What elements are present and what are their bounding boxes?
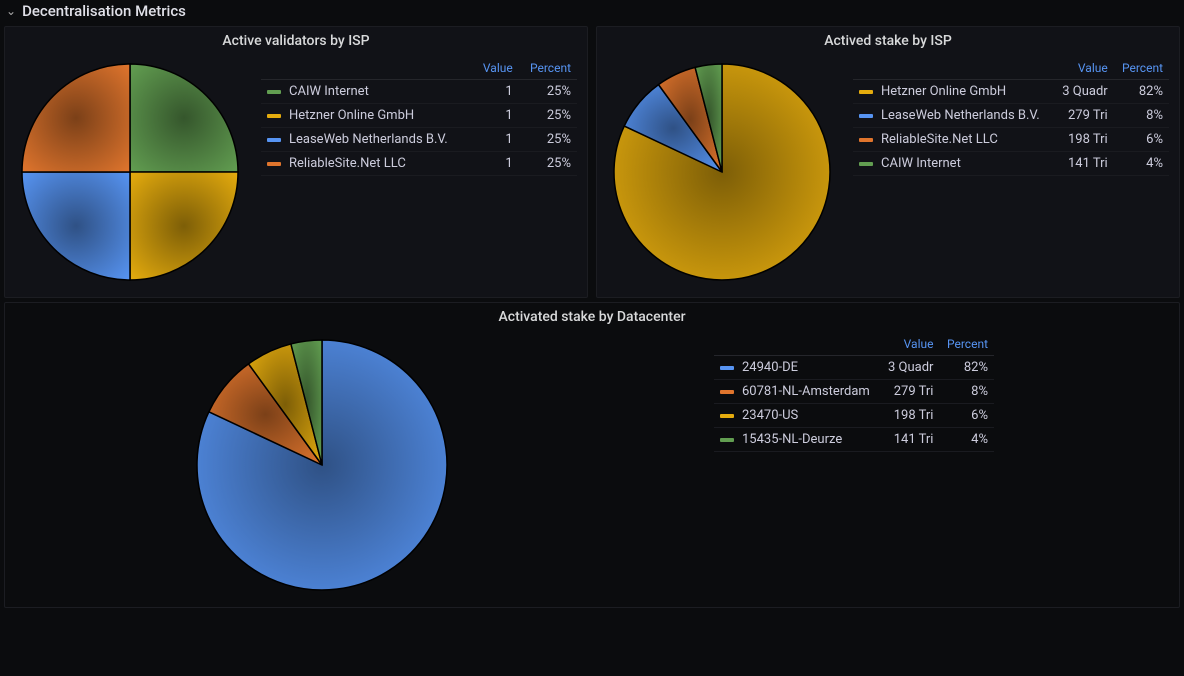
- legend-header-name: [853, 57, 1054, 80]
- legend-percent: 6%: [939, 404, 994, 428]
- legend-header-percent[interactable]: Percent: [1114, 57, 1169, 80]
- legend-value: 1: [473, 152, 519, 176]
- legend-value: 198 Tri: [1054, 128, 1114, 152]
- legend-row[interactable]: Hetzner Online GmbH3 Quadr82%: [853, 80, 1169, 104]
- legend-swatch: [859, 90, 873, 94]
- legend-value: 3 Quadr: [1054, 80, 1114, 104]
- legend-value: 279 Tri: [880, 380, 939, 404]
- legend: ValuePercentHetzner Online GmbH3 Quadr82…: [853, 57, 1169, 176]
- legend-row[interactable]: CAIW Internet125%: [261, 80, 577, 104]
- legend-value: 1: [473, 104, 519, 128]
- legend-row[interactable]: ReliableSite.Net LLC198 Tri6%: [853, 128, 1169, 152]
- legend-label: ReliableSite.Net LLC: [853, 128, 1054, 152]
- section-title: Decentralisation Metrics: [22, 2, 186, 20]
- panel-title: Active validators by ISP: [5, 27, 587, 53]
- legend-value: 198 Tri: [880, 404, 939, 428]
- pie-chart: [607, 57, 837, 287]
- legend-table: ValuePercentCAIW Internet125%Hetzner Onl…: [261, 57, 577, 176]
- legend-swatch: [720, 414, 734, 418]
- legend-label: CAIW Internet: [261, 80, 473, 104]
- legend-header-value[interactable]: Value: [1054, 57, 1114, 80]
- legend-value: 141 Tri: [880, 428, 939, 452]
- legend-percent: 6%: [1114, 128, 1169, 152]
- legend-header-percent[interactable]: Percent: [939, 333, 994, 356]
- legend-table: ValuePercent24940-DE3 Quadr82%60781-NL-A…: [714, 333, 994, 452]
- legend-row[interactable]: 24940-DE3 Quadr82%: [714, 356, 994, 380]
- legend-percent: 25%: [519, 80, 577, 104]
- legend-percent: 8%: [939, 380, 994, 404]
- legend-row[interactable]: 60781-NL-Amsterdam279 Tri8%: [714, 380, 994, 404]
- legend-label: LeaseWeb Netherlands B.V.: [853, 104, 1054, 128]
- pie-slice[interactable]: [130, 64, 238, 172]
- panel-stake-isp: Actived stake by ISP ValuePercentHetzner…: [596, 26, 1180, 298]
- legend-percent: 4%: [1114, 152, 1169, 176]
- legend-percent: 25%: [519, 152, 577, 176]
- legend: ValuePercentCAIW Internet125%Hetzner Onl…: [261, 57, 577, 176]
- legend-label: 15435-NL-Deurze: [714, 428, 880, 452]
- pie-slice[interactable]: [22, 64, 130, 172]
- legend-value: 3 Quadr: [880, 356, 939, 380]
- legend-row[interactable]: 23470-US198 Tri6%: [714, 404, 994, 428]
- legend-percent: 8%: [1114, 104, 1169, 128]
- pie-slice[interactable]: [130, 172, 238, 280]
- legend-value: 1: [473, 128, 519, 152]
- legend-header-value[interactable]: Value: [473, 57, 519, 80]
- panel-validators-isp: Active validators by ISP ValuePercentCAI…: [4, 26, 588, 298]
- legend-swatch: [859, 162, 873, 166]
- legend-swatch: [267, 114, 281, 118]
- legend-percent: 82%: [939, 356, 994, 380]
- pie-slice[interactable]: [22, 172, 130, 280]
- legend-percent: 25%: [519, 128, 577, 152]
- legend-value: 1: [473, 80, 519, 104]
- legend-row[interactable]: LeaseWeb Netherlands B.V.279 Tri8%: [853, 104, 1169, 128]
- legend-label: Hetzner Online GmbH: [261, 104, 473, 128]
- legend-swatch: [720, 390, 734, 394]
- legend-table: ValuePercentHetzner Online GmbH3 Quadr82…: [853, 57, 1169, 176]
- legend-row[interactable]: 15435-NL-Deurze141 Tri4%: [714, 428, 994, 452]
- legend-row[interactable]: LeaseWeb Netherlands B.V.125%: [261, 128, 577, 152]
- legend-label: LeaseWeb Netherlands B.V.: [261, 128, 473, 152]
- legend-row[interactable]: CAIW Internet141 Tri4%: [853, 152, 1169, 176]
- legend-label: 60781-NL-Amsterdam: [714, 380, 880, 404]
- legend-label: 24940-DE: [714, 356, 880, 380]
- legend-label: 23470-US: [714, 404, 880, 428]
- legend-swatch: [720, 438, 734, 442]
- legend-value: 279 Tri: [1054, 104, 1114, 128]
- legend-row[interactable]: Hetzner Online GmbH125%: [261, 104, 577, 128]
- legend-header-name: [261, 57, 473, 80]
- legend: ValuePercent24940-DE3 Quadr82%60781-NL-A…: [714, 333, 994, 452]
- pie-chart: [190, 333, 454, 597]
- legend-swatch: [267, 162, 281, 166]
- panel-stake-datacenter: Activated stake by Datacenter ValuePerce…: [4, 302, 1180, 608]
- legend-swatch: [859, 114, 873, 118]
- legend-value: 141 Tri: [1054, 152, 1114, 176]
- legend-header-percent[interactable]: Percent: [519, 57, 577, 80]
- legend-header-name: [714, 333, 880, 356]
- legend-swatch: [267, 90, 281, 94]
- chevron-down-icon: ⌄: [6, 4, 16, 18]
- panel-title: Actived stake by ISP: [597, 27, 1179, 53]
- pie-chart: [15, 57, 245, 287]
- legend-label: Hetzner Online GmbH: [853, 80, 1054, 104]
- legend-swatch: [859, 138, 873, 142]
- section-header[interactable]: ⌄ Decentralisation Metrics: [0, 0, 1184, 22]
- legend-percent: 82%: [1114, 80, 1169, 104]
- panel-title: Activated stake by Datacenter: [5, 303, 1179, 329]
- legend-label: ReliableSite.Net LLC: [261, 152, 473, 176]
- legend-swatch: [267, 138, 281, 142]
- panels-row-top: Active validators by ISP ValuePercentCAI…: [0, 22, 1184, 302]
- panel-body: ValuePercentHetzner Online GmbH3 Quadr82…: [597, 53, 1179, 297]
- panel-body: ValuePercent24940-DE3 Quadr82%60781-NL-A…: [5, 329, 1179, 607]
- legend-swatch: [720, 366, 734, 370]
- legend-label: CAIW Internet: [853, 152, 1054, 176]
- legend-header-value[interactable]: Value: [880, 333, 939, 356]
- legend-row[interactable]: ReliableSite.Net LLC125%: [261, 152, 577, 176]
- legend-percent: 4%: [939, 428, 994, 452]
- panel-body: ValuePercentCAIW Internet125%Hetzner Onl…: [5, 53, 587, 297]
- legend-percent: 25%: [519, 104, 577, 128]
